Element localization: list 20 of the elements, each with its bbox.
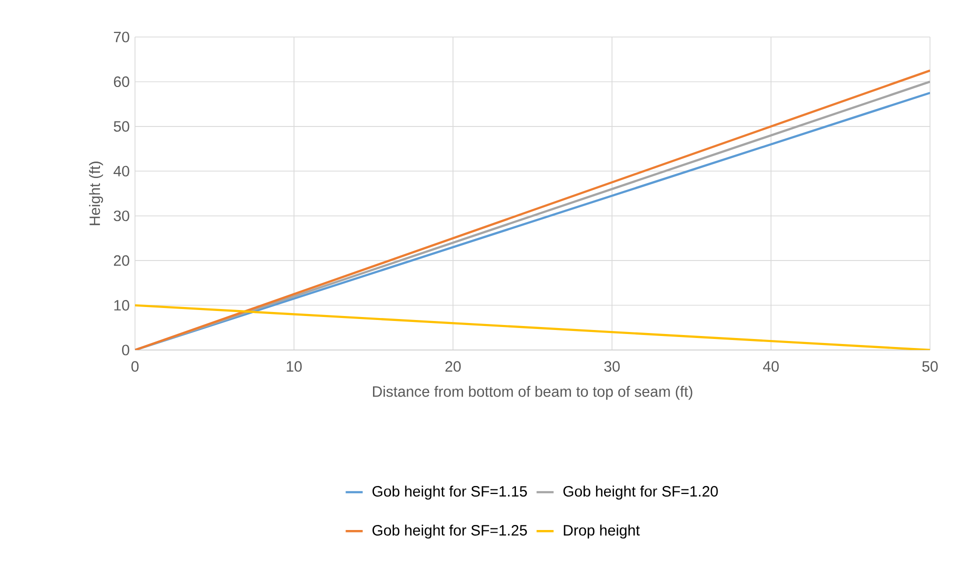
legend-label: Gob height for SF=1.25 [372, 524, 527, 539]
x-tick-label: 20 [445, 361, 461, 372]
y-tick-label: 50 [114, 121, 130, 132]
y-axis-title: Height (ft) [89, 162, 104, 226]
x-tick-label: 10 [286, 361, 302, 372]
x-axis-title: Distance from bottom of beam to top of seam (ft) [373, 386, 692, 400]
x-tick-label: 30 [604, 361, 620, 372]
y-tick-label: 40 [114, 166, 130, 176]
y-tick-label: 20 [114, 255, 130, 266]
y-tick-label: 30 [114, 210, 130, 222]
legend-label: Gob height for SF=1.15 [372, 486, 527, 500]
legend-label: Drop height [564, 524, 640, 539]
x-tick-label: 50 [922, 361, 938, 372]
y-tick-label: 60 [114, 76, 130, 88]
x-tick-label: 0 [131, 361, 139, 372]
x-tick-label: 40 [763, 361, 779, 372]
y-tick-label: 10 [114, 300, 130, 311]
y-tick-label: 70 [114, 32, 130, 42]
y-tick-label: 0 [122, 344, 130, 356]
legend-label: Gob height for SF=1.20 [563, 486, 718, 500]
